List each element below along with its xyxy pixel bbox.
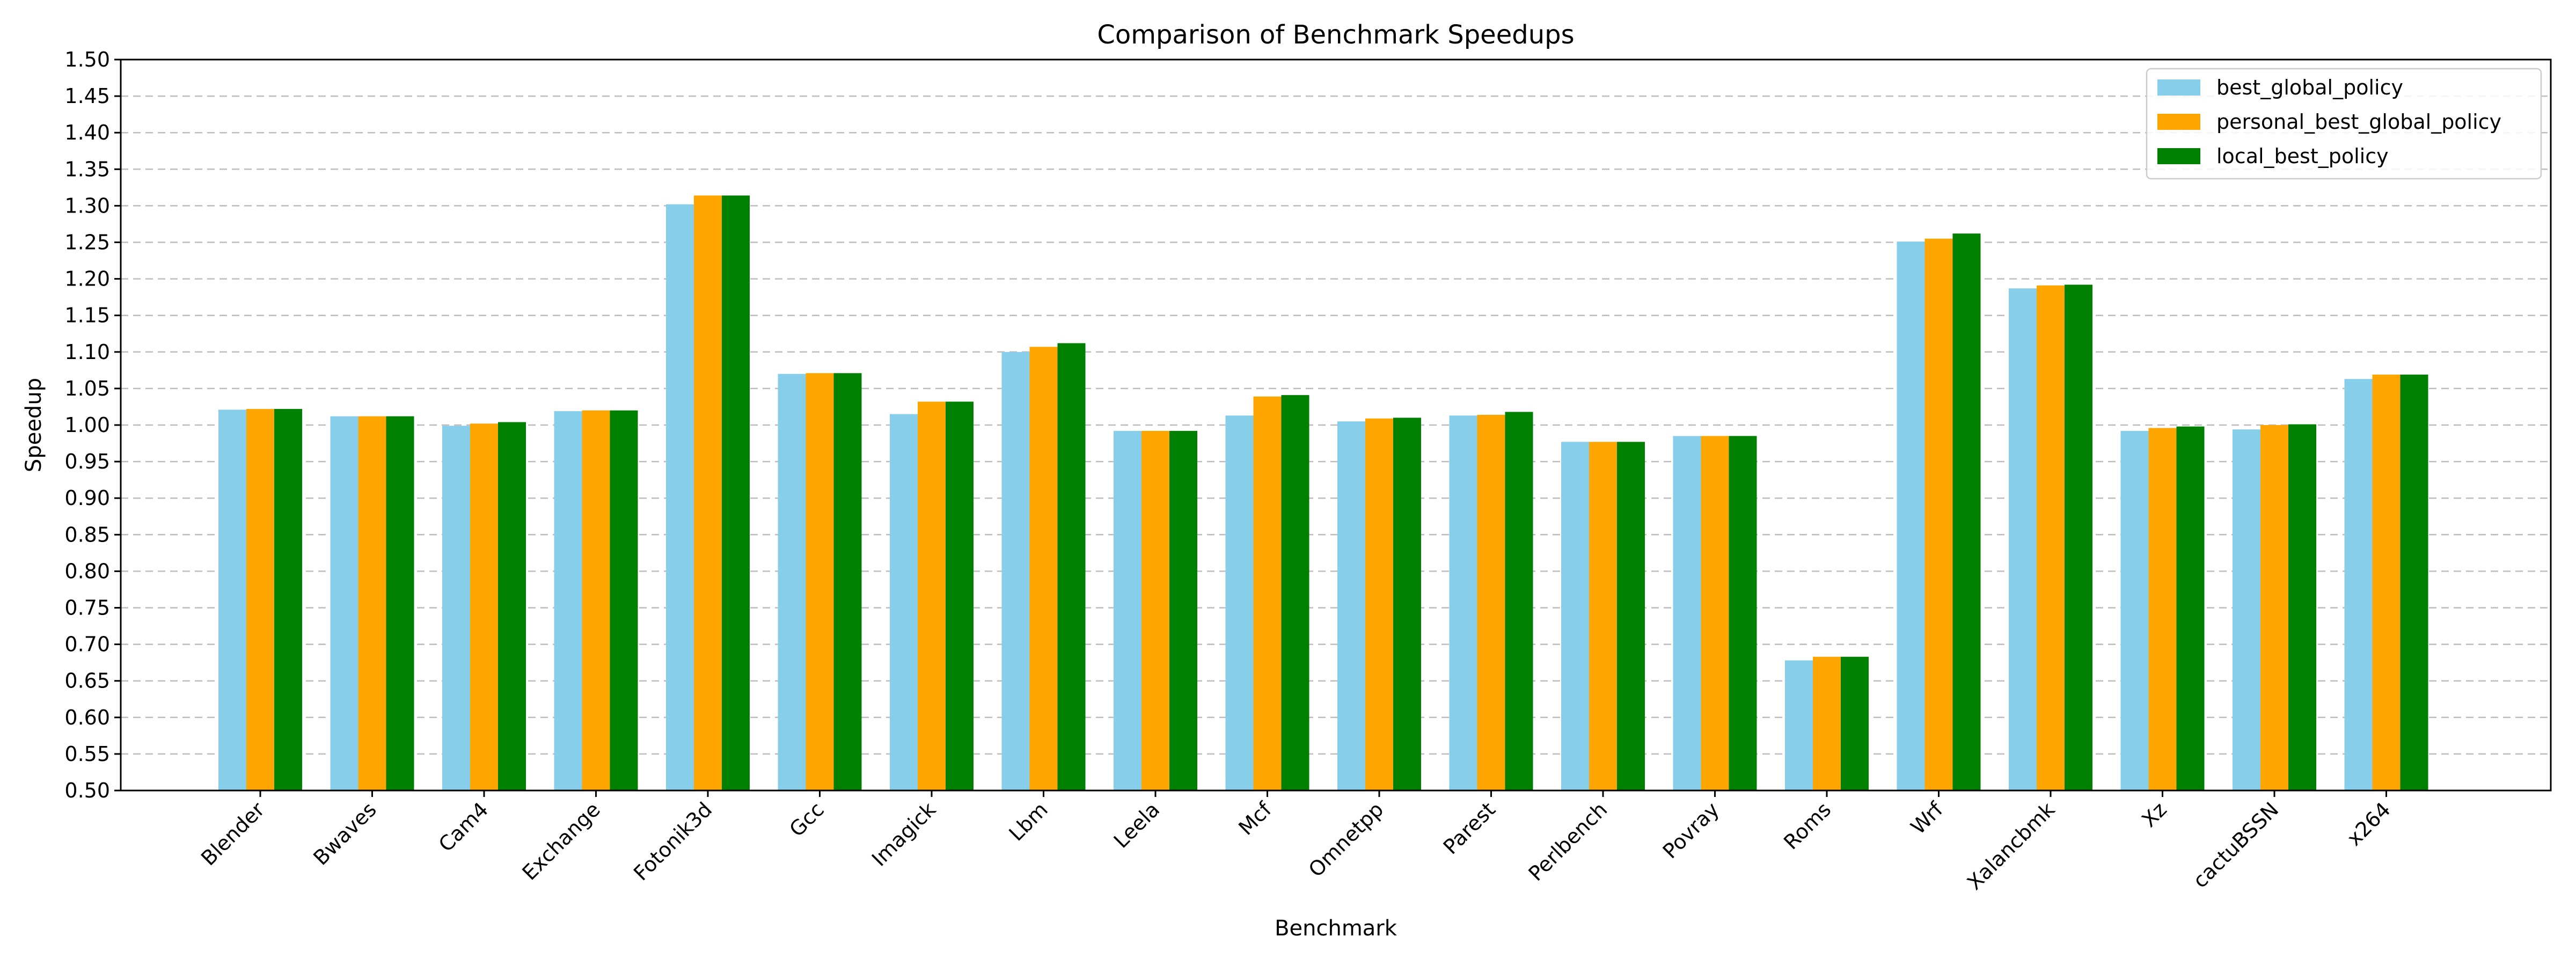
bar-cactubssn-best-global-policy [2233,429,2260,791]
y-tick-label-0.60: 0.60 [64,706,110,729]
bar-xz-best-global-policy [2120,430,2149,791]
chart-title: Comparison of Benchmark Speedups [1097,20,1574,50]
bars [218,195,2428,791]
bar-imagick-personal-best-global-policy [918,401,946,791]
y-tick-label-1.25: 1.25 [64,231,110,254]
bar-roms-local-best-policy [1841,656,1869,791]
bar-fotonik3d-best-global-policy [666,204,694,791]
bar-x264-personal-best-global-policy [2372,375,2401,791]
bar-lbm-personal-best-global-policy [1029,347,1058,791]
y-tick-label-1.10: 1.10 [64,340,110,364]
bar-lbm-best-global-policy [1001,352,1030,791]
bar-cactubssn-local-best-policy [2288,424,2316,791]
y-tick-label-0.70: 0.70 [64,633,110,656]
y-tick-label-1.45: 1.45 [64,84,110,108]
legend-swatch-personal-best-global-policy [2157,114,2200,130]
bar-wrf-local-best-policy [1952,233,1981,791]
bar-omnetpp-best-global-policy [1337,421,1365,791]
bar-blender-local-best-policy [274,409,302,791]
y-axis-label: Speedup [21,378,46,472]
y-axis-ticks: 0.50 0.55 0.60 0.65 0.70 0.75 0.80 0.85 0.90 0.95… [64,48,121,802]
y-tick-label-0.75: 0.75 [64,596,110,620]
y-tick-label-1.40: 1.40 [64,121,110,144]
bar-omnetpp-personal-best-global-policy [1365,418,1393,791]
bar-povray-local-best-policy [1729,436,1757,791]
bar-parest-best-global-policy [1449,415,1477,791]
y-tick-label-0.55: 0.55 [64,742,110,766]
bar-mcf-local-best-policy [1281,395,1309,791]
bar-imagick-best-global-policy [890,414,918,791]
bar-leela-local-best-policy [1169,430,1197,791]
bar-lbm-local-best-policy [1057,343,1086,791]
bar-imagick-local-best-policy [946,401,974,791]
y-tick-label-1.35: 1.35 [64,157,110,181]
bar-xz-personal-best-global-policy [2148,428,2177,791]
bar-blender-best-global-policy [218,409,246,791]
x-axis-label: Benchmark [1275,916,1397,941]
y-tick-label-1.20: 1.20 [64,267,110,291]
bar-wrf-personal-best-global-policy [1924,238,1953,791]
bar-fotonik3d-personal-best-global-policy [694,195,722,791]
bar-roms-personal-best-global-policy [1813,656,1841,791]
bar-cactubssn-personal-best-global-policy [2260,425,2288,791]
bar-xalancbmk-best-global-policy [2009,288,2037,791]
bar-bwaves-local-best-policy [386,416,414,791]
bar-povray-personal-best-global-policy [1701,436,1729,791]
bar-cam4-personal-best-global-policy [470,423,498,791]
bar-exchange-personal-best-global-policy [582,410,610,791]
y-tick-label-0.95: 0.95 [64,450,110,473]
y-tick-label-0.65: 0.65 [64,669,110,693]
bar-leela-best-global-policy [1114,430,1141,791]
legend-label-personal-best-global-policy: personal_best_global_policy [2216,110,2501,134]
bar-gcc-best-global-policy [778,374,806,791]
y-tick-label-1.05: 1.05 [64,377,110,400]
bar-parest-local-best-policy [1505,412,1533,791]
y-tick-label-0.85: 0.85 [64,523,110,546]
bar-wrf-best-global-policy [1897,241,1925,791]
bar-roms-best-global-policy [1785,660,1813,791]
bar-bwaves-personal-best-global-policy [358,416,386,791]
bar-perlbench-local-best-policy [1617,442,1645,791]
bar-cam4-local-best-policy [498,422,526,791]
y-tick-label-1.15: 1.15 [64,304,110,327]
legend: best_global_policy personal_best_global_p… [2146,68,2542,180]
bar-povray-best-global-policy [1673,436,1701,791]
bar-xalancbmk-personal-best-global-policy [2037,285,2065,791]
bar-gcc-local-best-policy [833,373,862,791]
y-tick-label-0.90: 0.90 [64,486,110,510]
legend-box [2146,68,2542,180]
bar-exchange-best-global-policy [554,411,582,791]
bar-fotonik3d-local-best-policy [722,195,750,791]
bar-perlbench-best-global-policy [1561,442,1589,791]
legend-label-local-best-policy: local_best_policy [2216,144,2389,168]
legend-swatch-best-global-policy [2157,79,2200,96]
bar-mcf-best-global-policy [1225,415,1254,791]
y-tick-label-1.30: 1.30 [64,194,110,217]
bar-x264-best-global-policy [2344,379,2373,791]
bar-xalancbmk-local-best-policy [2065,284,2092,791]
bar-exchange-local-best-policy [610,410,638,791]
bar-gcc-personal-best-global-policy [806,373,834,791]
bar-parest-personal-best-global-policy [1477,414,1505,791]
bar-omnetpp-local-best-policy [1393,418,1421,791]
legend-swatch-local-best-policy [2157,148,2200,164]
bar-x264-local-best-policy [2400,375,2428,791]
y-tick-label-1.50: 1.50 [64,48,110,71]
bar-cam4-best-global-policy [442,426,470,791]
bar-perlbench-personal-best-global-policy [1589,442,1617,791]
bar-blender-personal-best-global-policy [246,409,274,791]
bar-leela-personal-best-global-policy [1141,430,1169,791]
bar-bwaves-best-global-policy [330,416,358,791]
y-tick-label-0.80: 0.80 [64,559,110,583]
bar-mcf-personal-best-global-policy [1253,396,1282,791]
bar-xz-local-best-policy [2176,426,2205,791]
legend-label-best-global-policy: best_global_policy [2216,76,2403,99]
y-tick-label-0.50: 0.50 [64,779,110,802]
y-tick-label-1.00: 1.00 [64,413,110,437]
